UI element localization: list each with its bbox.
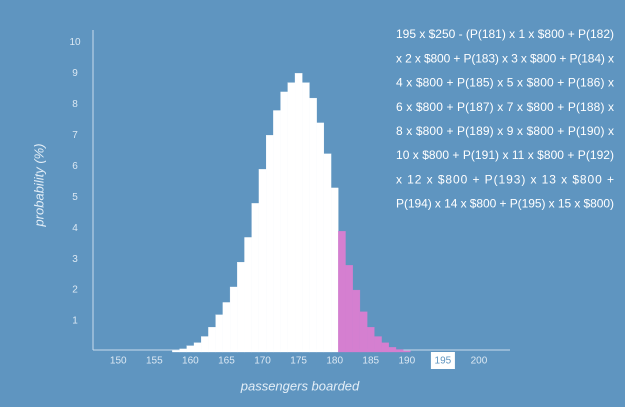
y-tick-label: 1 [72,316,78,327]
bar [237,262,245,353]
bar [244,237,252,353]
x-tick-label: 165 [218,356,235,367]
annotation-line: 8 x $800 + P(189) x 9 x $800 + P(190) x [396,124,614,138]
bar [179,348,187,353]
y-axis-label: probability (%) [31,143,46,227]
bar [193,342,202,353]
x-tick-label: 170 [254,356,271,367]
x-tick-label: 175 [290,356,307,367]
y-tick-label: 4 [72,223,78,234]
bar [287,82,296,353]
bar [280,91,288,353]
x-tick-box [430,352,455,369]
annotation-line: 195 x $250 - (P(181) x 1 x $800 + P(182) [396,27,614,41]
x-tick-label: 150 [110,356,127,367]
bar [208,327,216,353]
bar [338,231,346,353]
x-tick-label: 185 [362,356,379,367]
annotation-line: 4 x $800 + P(185) x 5 x $800 + P(186) x [396,76,614,90]
x-tick-label: 190 [398,356,415,367]
bar [172,350,180,353]
annotation-line: x 12 x $800 + P(193) x 13 x $800 + [396,172,614,186]
x-tick-label: 195 [435,356,452,367]
y-tick-label: 7 [72,130,78,141]
bar [381,342,389,353]
bar [201,336,209,353]
bar [265,135,274,353]
bar [215,314,224,353]
bar [388,347,397,353]
bar [395,349,404,353]
x-axis-label: passengers boarded [240,378,360,393]
y-tick-label: 2 [72,285,78,296]
bar [222,302,231,353]
x-tick-label: 155 [146,356,163,367]
y-tick-label: 9 [72,68,78,79]
x-tick-label: 180 [326,356,343,367]
bar [258,169,267,353]
bar [229,286,238,353]
bar [302,82,310,353]
y-tick-label: 5 [72,192,78,203]
bar [323,153,332,353]
bar [330,187,339,353]
annotation-line: 10 x $800 + P(191) x 11 x $800 + P(192) [396,148,614,162]
y-tick-label: 10 [69,37,81,48]
bar [251,203,260,353]
bar [273,110,281,353]
bar [345,265,353,353]
bar [316,122,325,353]
bar [403,350,411,353]
annotation-line: P(194) x 14 x $800 + P(195) x 15 x $800) [396,197,614,211]
bar [359,311,368,353]
x-tick-label: 200 [471,356,488,367]
x-tick-label: 160 [182,356,199,367]
bar [186,345,195,353]
bar [309,97,317,353]
bar [374,336,382,353]
bar [367,327,375,353]
annotation-line: 6 x $800 + P(187) x 7 x $800 + P(188) x [396,100,614,114]
y-tick-label: 3 [72,254,78,265]
y-tick-label: 8 [72,99,78,110]
bar [294,73,303,353]
y-tick-label: 6 [72,161,78,172]
bar [352,289,361,353]
annotation-line: x 2 x $800 + P(183) x 3 x $800 + P(184) … [396,51,614,65]
